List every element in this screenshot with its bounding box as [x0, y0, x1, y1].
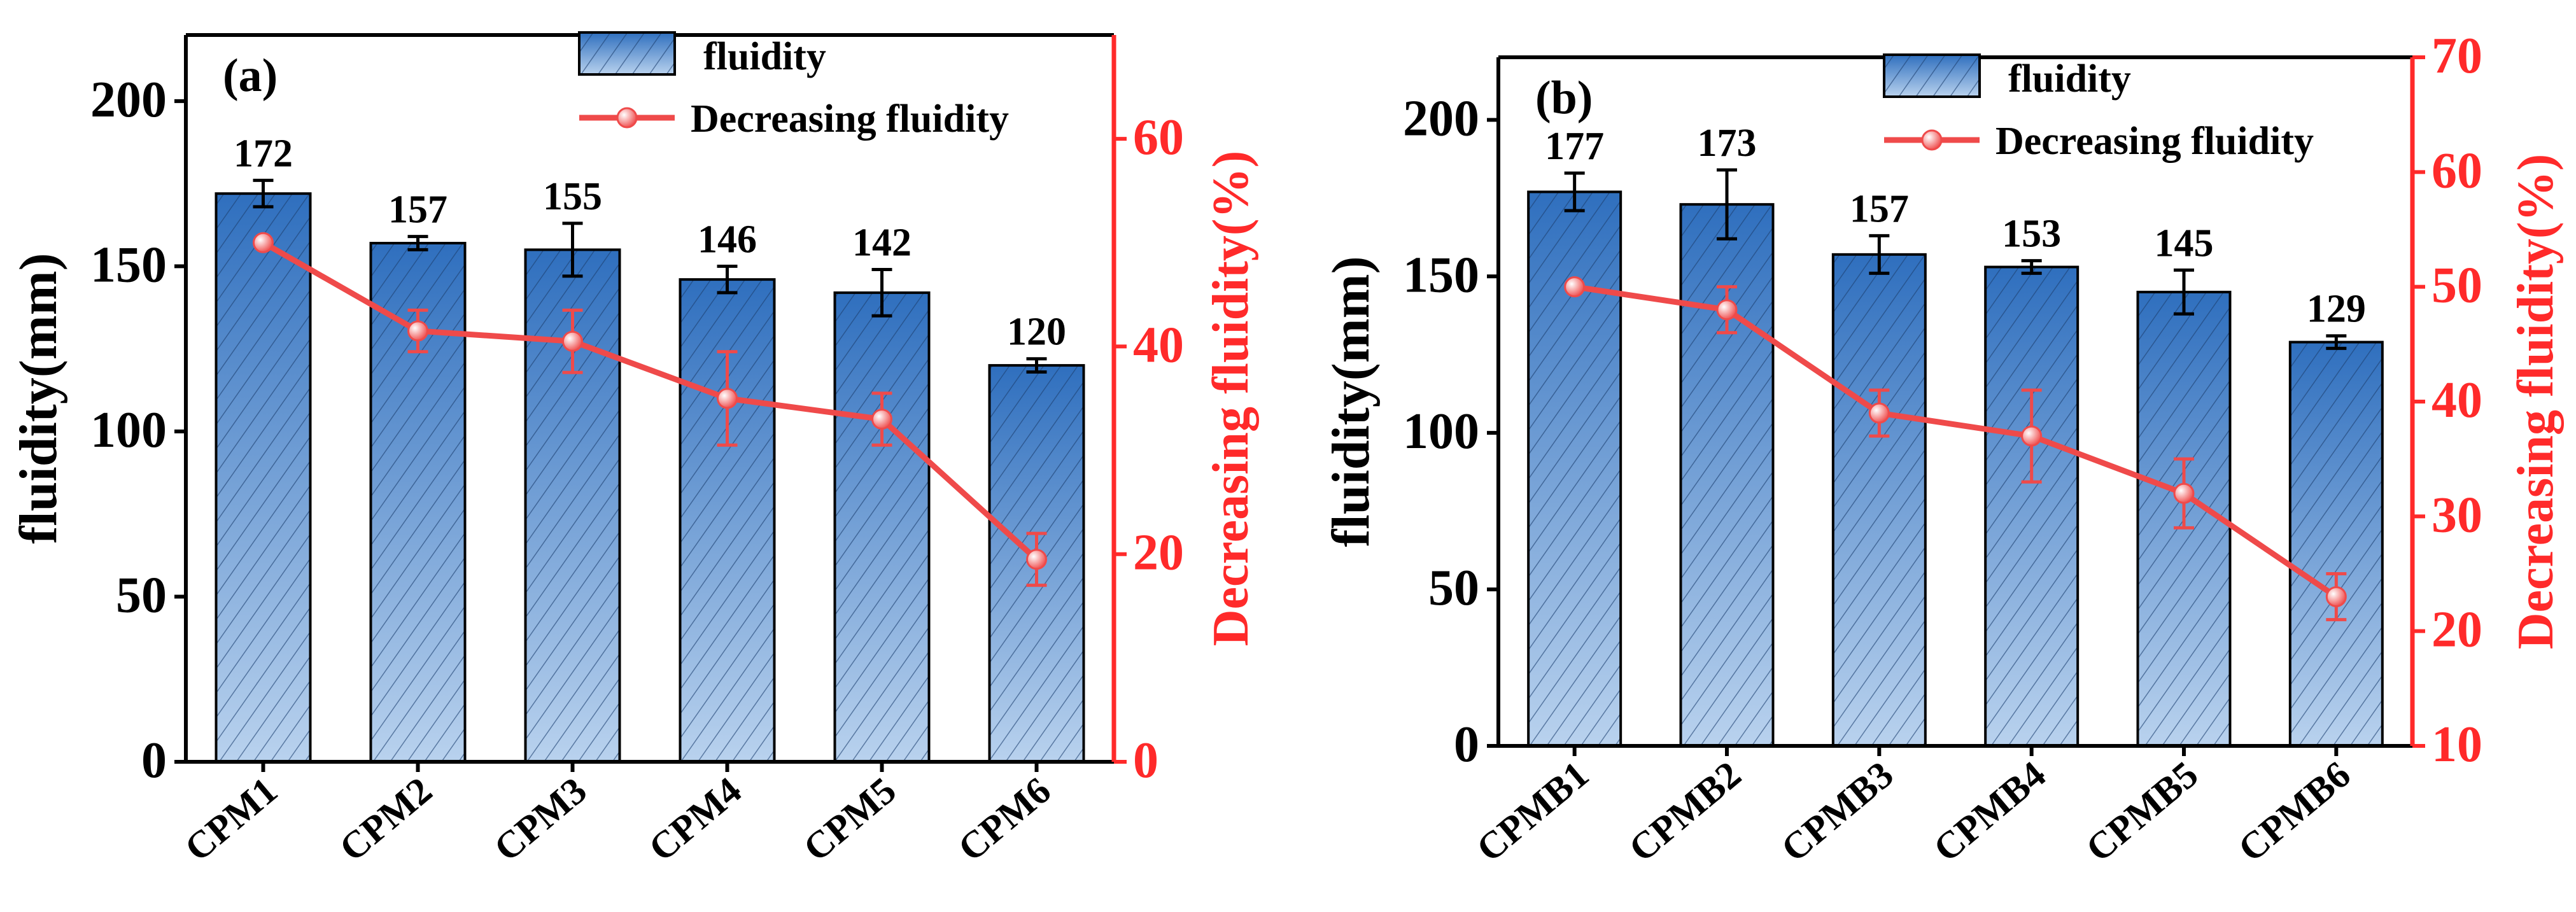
- bar-value-label: 129: [2307, 288, 2366, 331]
- bar-hatch: [215, 192, 312, 763]
- y-axis-title: fluidity(mm): [1321, 256, 1381, 547]
- line-point: [1026, 549, 1047, 570]
- x-tick-label: CPMB3: [1773, 753, 1901, 869]
- y-tick-label: 0: [1454, 717, 1479, 773]
- y2-axis-title: Decreasing fluidity(%): [2508, 154, 2564, 649]
- y2-axis-title: Decreasing fluidity(%): [1203, 151, 1259, 646]
- bar-hatch: [1984, 265, 2080, 747]
- y2-tick-label: 60: [2432, 143, 2482, 199]
- x-tick-label: CPM4: [641, 769, 749, 869]
- panel-a: 172 157 155 146 142 120 0 50 100 150 200 0 20 40 60 CPM…: [9, 31, 1259, 869]
- line-point: [2021, 425, 2043, 447]
- legend-line-marker: [1921, 129, 1943, 151]
- x-tick-label: CPMB5: [2078, 753, 2206, 869]
- bar-hatch: [1527, 190, 1622, 747]
- legend-line-marker: [616, 107, 638, 129]
- line-point: [562, 330, 583, 352]
- x-tick-label: CPM1: [177, 769, 285, 869]
- y-axis-title: fluidity(mm): [9, 253, 68, 544]
- bar-value-label: 153: [2002, 213, 2061, 256]
- legend-label-decreasing: Decreasing fluidity: [691, 97, 1009, 141]
- line-point: [1868, 402, 1890, 424]
- x-tick-label: CPMB4: [1925, 753, 2053, 869]
- y2-tick-label: 20: [2432, 602, 2482, 658]
- line-point: [2325, 586, 2347, 608]
- line-point: [1564, 276, 1586, 298]
- panel-label: (b): [1535, 72, 1593, 124]
- y2-tick-label: 40: [2432, 372, 2482, 428]
- line-point: [407, 320, 428, 342]
- bar-value-label: 172: [234, 132, 293, 175]
- y-tick-label: 50: [116, 567, 167, 623]
- y-tick-label: 100: [90, 402, 167, 458]
- y2-tick-label: 70: [2432, 28, 2482, 84]
- y2-tick-label: 10: [2432, 717, 2482, 773]
- bar-value-label: 120: [1007, 311, 1066, 354]
- line-point: [2173, 482, 2195, 504]
- y2-tick-label: 30: [2432, 487, 2482, 543]
- legend-bar-swatch-hatch: [1883, 53, 1981, 98]
- y2-tick-label: 50: [2432, 258, 2482, 314]
- y-tick-label: 150: [1403, 247, 1479, 303]
- bar-value-label: 157: [1850, 187, 1909, 230]
- panel-b: 177 173 157 153 145 129 0 50 100 150 200 10 20 30 40 50…: [1321, 28, 2564, 870]
- bar-value-label: 173: [1698, 122, 1757, 165]
- bar-hatch: [833, 291, 931, 763]
- bar-value-label: 155: [543, 175, 602, 218]
- legend-label-fluidity: fluidity: [2008, 57, 2131, 101]
- line-point: [1716, 299, 1738, 321]
- x-tick-label: CPM3: [486, 769, 595, 869]
- line-point: [871, 409, 892, 430]
- bar-value-label: 157: [388, 188, 447, 232]
- x-tick-label: CPM5: [796, 769, 904, 869]
- legend-bar-swatch-hatch: [578, 31, 676, 76]
- line-point: [253, 232, 274, 253]
- legend-label-fluidity: fluidity: [703, 35, 826, 78]
- decreasing-fluidity-line: [1573, 284, 2338, 600]
- y-tick-label: 50: [1428, 560, 1479, 616]
- bar-hatch: [1831, 253, 1927, 747]
- y2-tick-label: 60: [1133, 109, 1184, 165]
- bar-value-label: 145: [2155, 221, 2214, 265]
- x-tick-label: CPMB2: [1621, 753, 1749, 869]
- y-tick-label: 0: [141, 733, 167, 789]
- y2-tick-label: 0: [1133, 733, 1158, 789]
- y-tick-label: 150: [90, 237, 167, 293]
- bar-value-label: 142: [852, 221, 911, 265]
- x-tick-label: CPMB1: [1468, 753, 1596, 869]
- decreasing-fluidity-line: [262, 240, 1039, 562]
- y-tick-label: 200: [90, 72, 167, 128]
- x-tick-label: CPM2: [332, 769, 440, 869]
- y2-tick-label: 20: [1133, 525, 1184, 581]
- x-tick-label: CPM6: [950, 769, 1059, 869]
- bar-value-label: 177: [1545, 125, 1604, 168]
- panel-label: (a): [223, 50, 278, 102]
- bar-hatch: [2288, 340, 2384, 747]
- x-tick-label: CPMB6: [2230, 753, 2358, 869]
- y-tick-label: 100: [1403, 403, 1479, 460]
- legend-label-decreasing: Decreasing fluidity: [1995, 120, 2314, 163]
- bar-value-label: 146: [698, 218, 757, 261]
- y2-tick-label: 40: [1133, 317, 1184, 373]
- y-tick-label: 200: [1403, 90, 1479, 146]
- line-point: [717, 388, 738, 409]
